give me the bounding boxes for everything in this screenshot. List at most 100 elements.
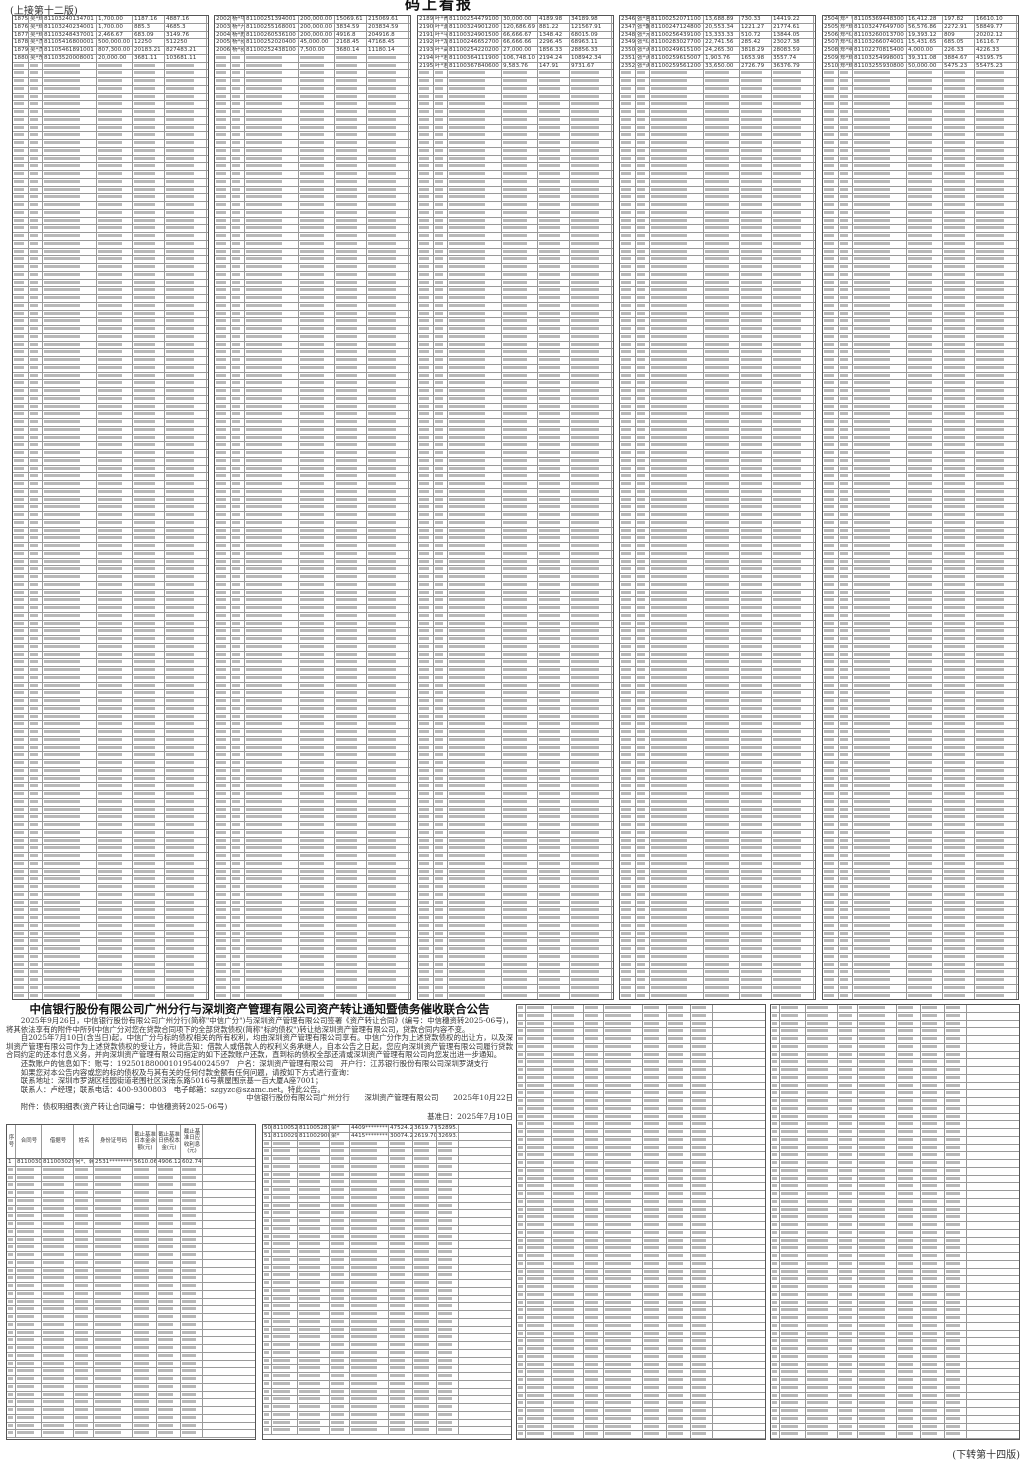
table-cell — [272, 1148, 298, 1155]
table-cell — [413, 1187, 437, 1194]
table-cell — [367, 643, 409, 651]
table-cell — [907, 628, 943, 635]
table-row — [215, 922, 410, 931]
table-cell — [335, 922, 367, 930]
table-cell — [157, 1267, 181, 1275]
table-cell — [335, 969, 367, 976]
table-cell — [538, 93, 570, 101]
table-row — [823, 271, 1018, 280]
masthead: 码上看报 — [405, 0, 474, 13]
table-cell — [538, 992, 570, 999]
table-cell — [434, 171, 448, 178]
table-cell — [215, 946, 231, 953]
table-cell — [215, 233, 231, 240]
table-row — [620, 426, 815, 435]
table-cell — [907, 698, 943, 705]
table-cell — [434, 884, 448, 891]
table-cell — [839, 364, 853, 372]
table-row — [823, 519, 1018, 528]
table-cell — [29, 248, 43, 256]
table-cell — [434, 953, 448, 961]
table-cell — [299, 333, 335, 341]
table-cell — [43, 922, 97, 930]
table-cell: 郑*红 — [840, 31, 853, 39]
table-row — [215, 504, 410, 512]
table-row — [823, 101, 1018, 109]
table-cell — [299, 403, 335, 411]
table-row — [13, 186, 208, 195]
table-cell — [740, 147, 772, 155]
table-cell — [704, 519, 740, 527]
table-cell — [7, 1430, 16, 1437]
table-cell — [650, 837, 704, 845]
table-cell — [538, 233, 570, 240]
table-cell — [772, 101, 814, 108]
table-cell — [7, 1321, 16, 1329]
table-cell — [418, 442, 434, 449]
table-cell — [299, 101, 335, 108]
table-cell: 1878 — [14, 39, 29, 46]
table-cell — [94, 1376, 133, 1383]
table-cell — [853, 938, 907, 945]
table-cell — [367, 713, 409, 721]
table-cell — [434, 124, 448, 132]
table-cell — [42, 1205, 74, 1213]
table-cell — [133, 519, 165, 527]
table-cell — [418, 341, 434, 349]
table-cell — [165, 760, 207, 767]
table-cell — [13, 829, 29, 837]
table-row — [263, 1233, 511, 1242]
table-cell — [418, 845, 434, 852]
table-cell — [299, 163, 335, 170]
table-cell — [165, 605, 207, 612]
table-cell — [29, 124, 43, 132]
table-cell: 81100256439100 — [650, 31, 704, 39]
table-cell — [740, 171, 772, 178]
table-cell — [853, 256, 907, 263]
table-cell — [772, 202, 814, 209]
table-cell — [448, 558, 502, 566]
table-cell — [97, 310, 133, 318]
table-cell — [434, 116, 448, 124]
table-cell — [839, 643, 853, 651]
table-cell — [620, 589, 636, 597]
table-cell — [245, 341, 299, 349]
table-cell — [839, 333, 853, 341]
table-cell — [335, 527, 367, 535]
table-cell — [97, 326, 133, 333]
table-cell — [299, 217, 335, 225]
table-cell — [97, 566, 133, 573]
table-cell — [133, 566, 165, 573]
table-cell — [231, 636, 245, 643]
table-cell — [165, 682, 207, 690]
table-cell — [367, 78, 409, 85]
table-cell: 2006 — [216, 47, 231, 54]
table-cell: 28856.33 — [570, 47, 612, 54]
table-cell — [133, 287, 165, 294]
table-cell — [133, 977, 165, 984]
table-row: 1876 吴*辉 81103240234001 1,700.00 885.3 4685.3 — [13, 23, 208, 32]
table-cell — [74, 1306, 94, 1313]
table-cell — [367, 357, 409, 364]
table-cell — [133, 876, 165, 883]
table-row: 2510 郑*辉 81103255930800 50,000.00 5475.23 554… — [823, 62, 1018, 71]
table-cell — [772, 682, 814, 690]
table-cell — [97, 853, 133, 860]
table-cell — [437, 1218, 459, 1225]
table-cell — [94, 1298, 133, 1306]
table-row — [418, 953, 613, 962]
table-cell — [650, 721, 704, 728]
table-cell — [7, 1259, 16, 1267]
table-cell — [245, 54, 299, 62]
table-cell — [839, 178, 853, 186]
table-cell — [133, 938, 165, 945]
table-cell — [42, 1267, 74, 1275]
table-cell — [42, 1166, 74, 1174]
table-cell — [620, 643, 636, 651]
table-row: 2504 郑*飞 81105369448300 16,412.28 197.82 1661… — [823, 16, 1018, 24]
table-cell — [272, 1287, 298, 1295]
table-cell — [29, 395, 43, 403]
table-cell — [215, 163, 231, 170]
table-row — [823, 977, 1018, 985]
table-cell — [165, 574, 207, 581]
